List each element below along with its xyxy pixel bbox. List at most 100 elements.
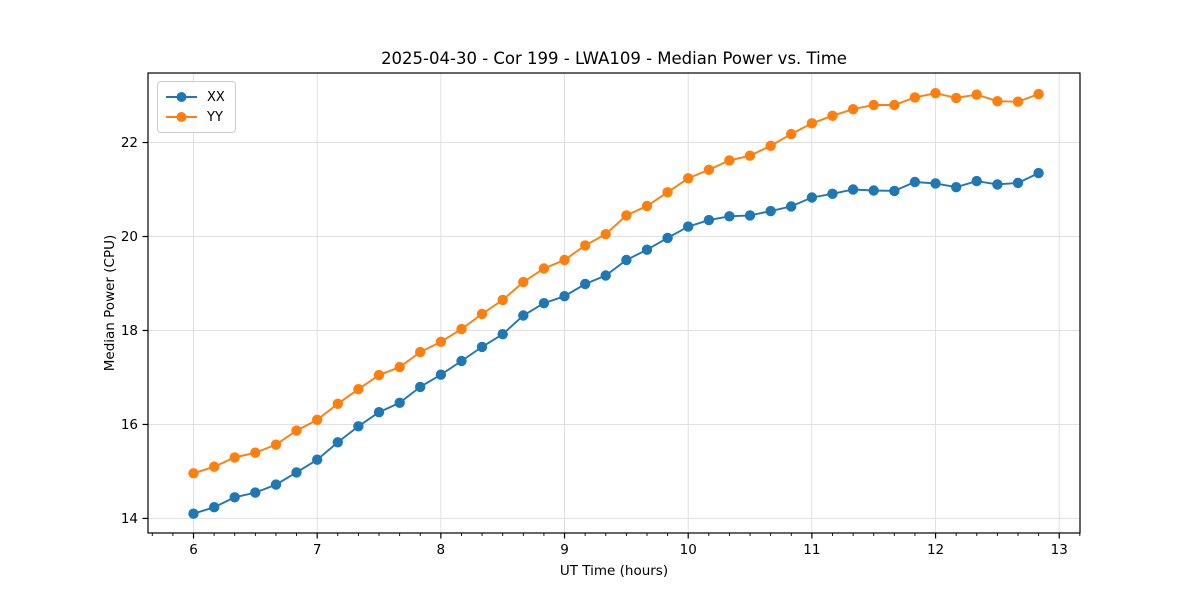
data-point-xx[interactable] — [559, 291, 570, 302]
data-point-xx[interactable] — [786, 201, 797, 212]
data-point-xx[interactable] — [600, 270, 611, 281]
data-point-yy[interactable] — [353, 384, 364, 395]
data-point-xx[interactable] — [373, 407, 385, 418]
data-point-xx[interactable] — [951, 182, 962, 193]
data-point-xx[interactable] — [765, 205, 776, 217]
data-point-yy[interactable] — [847, 104, 859, 115]
legend-item-xx[interactable]: XX — [165, 87, 225, 107]
data-point-xx[interactable] — [332, 437, 343, 448]
legend-label-xx: XX — [207, 89, 225, 105]
data-point-xx[interactable] — [847, 184, 859, 195]
data-point-xx[interactable] — [621, 254, 632, 266]
data-point-yy[interactable] — [992, 96, 1003, 107]
data-point-xx[interactable] — [476, 341, 488, 353]
data-point-yy[interactable] — [270, 439, 282, 450]
data-point-xx[interactable] — [806, 192, 818, 203]
data-point-xx[interactable] — [744, 210, 756, 221]
data-point-xx[interactable] — [724, 211, 735, 222]
data-point-yy[interactable] — [188, 468, 199, 479]
data-point-xx[interactable] — [909, 176, 921, 188]
data-point-yy[interactable] — [909, 92, 921, 103]
data-point-xx[interactable] — [291, 467, 302, 478]
data-point-yy[interactable] — [827, 110, 838, 122]
data-point-yy[interactable] — [951, 92, 962, 104]
x-axis-ticks: 6 7 8 9 10 11 12 13 — [151, 533, 1081, 558]
data-point-yy[interactable] — [332, 398, 343, 409]
data-point-yy[interactable] — [250, 447, 261, 458]
data-point-yy[interactable] — [456, 323, 467, 335]
data-point-xx[interactable] — [992, 179, 1003, 190]
spines — [147, 72, 1081, 534]
data-point-xx[interactable] — [353, 421, 364, 432]
data-point-yy[interactable] — [765, 140, 776, 151]
legend-item-yy[interactable]: YY — [165, 107, 225, 127]
data-point-yy[interactable] — [662, 187, 673, 198]
data-point-yy[interactable] — [394, 361, 405, 373]
data-point-yy[interactable] — [229, 452, 240, 463]
legend-swatch-yy-icon — [166, 112, 197, 122]
data-point-yy[interactable] — [497, 294, 508, 306]
data-point-xx[interactable] — [229, 492, 240, 503]
x-tick-label: 6 — [189, 542, 198, 558]
data-point-yy[interactable] — [415, 346, 426, 358]
data-point-xx[interactable] — [683, 221, 694, 232]
data-point-yy[interactable] — [538, 263, 550, 274]
data-point-yy[interactable] — [476, 308, 488, 320]
data-point-xx[interactable] — [889, 185, 900, 197]
data-point-yy[interactable] — [930, 88, 941, 99]
data-point-xx[interactable] — [518, 310, 529, 321]
data-point-yy[interactable] — [435, 336, 447, 347]
data-point-xx[interactable] — [662, 232, 673, 244]
data-point-yy[interactable] — [621, 210, 632, 221]
data-point-yy[interactable] — [291, 425, 302, 436]
data-point-xx[interactable] — [827, 188, 838, 199]
data-point-yy[interactable] — [312, 414, 323, 425]
data-point-xx[interactable] — [497, 329, 508, 340]
data-point-xx[interactable] — [270, 479, 282, 490]
data-point-yy[interactable] — [209, 461, 220, 472]
data-point-yy[interactable] — [724, 155, 735, 166]
data-point-xx[interactable] — [1033, 167, 1044, 179]
plot-border — [147, 72, 1081, 534]
data-point-xx[interactable] — [538, 298, 550, 309]
x-tick-label: 12 — [927, 542, 944, 558]
data-point-yy[interactable] — [600, 229, 611, 240]
data-point-yy[interactable] — [683, 173, 694, 184]
data-point-xx[interactable] — [580, 278, 591, 290]
data-point-xx[interactable] — [868, 185, 879, 196]
data-point-xx[interactable] — [930, 178, 941, 189]
data-point-yy[interactable] — [806, 118, 818, 129]
data-point-xx[interactable] — [456, 355, 467, 367]
data-point-yy[interactable] — [889, 99, 900, 111]
data-point-yy[interactable] — [1012, 96, 1024, 107]
x-tick-label: 13 — [1051, 542, 1068, 558]
data-point-yy[interactable] — [559, 254, 570, 266]
data-point-xx[interactable] — [209, 502, 220, 513]
data-point-yy[interactable] — [786, 128, 797, 140]
data-point-xx[interactable] — [971, 175, 982, 187]
data-point-yy[interactable] — [744, 150, 756, 161]
gridlines — [148, 73, 1080, 533]
data-point-yy[interactable] — [641, 200, 653, 212]
data-point-yy[interactable] — [971, 89, 982, 100]
data-point-yy[interactable] — [373, 369, 385, 381]
data-point-yy[interactable] — [1033, 88, 1044, 100]
data-point-yy[interactable] — [703, 164, 715, 175]
data-point-yy[interactable] — [518, 276, 529, 288]
x-tick-label: 9 — [560, 542, 569, 558]
data-point-yy[interactable] — [868, 99, 879, 111]
data-point-xx[interactable] — [703, 214, 715, 226]
data-point-xx[interactable] — [435, 369, 447, 380]
y-tick-label: 16 — [121, 417, 138, 433]
data-point-xx[interactable] — [250, 487, 261, 498]
data-point-xx[interactable] — [188, 508, 199, 519]
chart-title: 2025-04-30 - Cor 199 - LWA109 - Median P… — [381, 49, 847, 68]
data-point-xx[interactable] — [415, 381, 426, 393]
data-point-xx[interactable] — [641, 244, 653, 255]
data-point-xx[interactable] — [312, 454, 323, 465]
data-point-xx[interactable] — [1012, 177, 1024, 189]
data-point-xx[interactable] — [394, 397, 405, 408]
data-point-yy[interactable] — [580, 240, 591, 251]
